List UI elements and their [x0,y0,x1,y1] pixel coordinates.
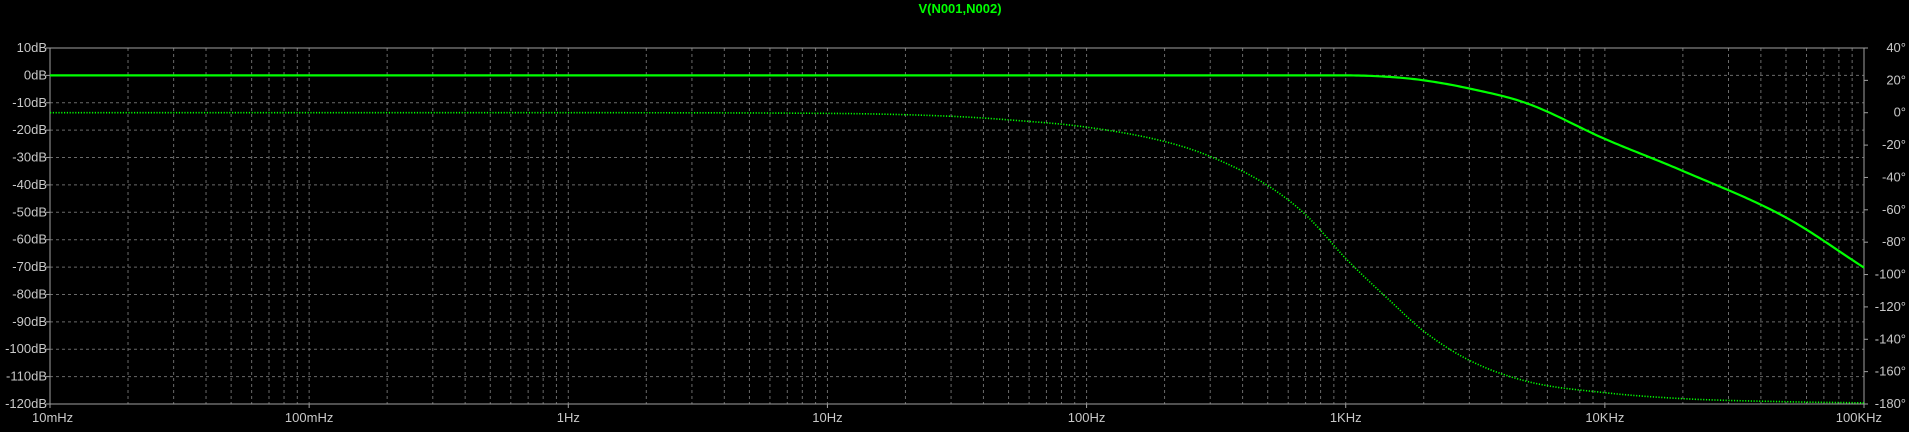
y-tick-label: -120dB [5,396,47,411]
y-tick-label: -90dB [12,314,47,329]
y2-tick-label: 20° [1886,72,1906,87]
x-tick-label: 10mHz [32,410,73,425]
x-axis-ticks: 10mHz 100mHz 1Hz 10Hz 100Hz 1KHz 10KHz 100KHz [32,404,1882,425]
x-tick-label: 100mHz [285,410,333,425]
x-tick-label: 100Hz [1068,410,1106,425]
y2-tick-label: -40° [1882,169,1906,184]
y2-tick-label: -20° [1882,137,1906,152]
y2-tick-label: -120° [1875,299,1906,314]
magnitude-curve [50,74,1865,269]
y-tick-label: 10dB [17,40,47,55]
grid [49,48,1864,404]
y-tick-label: -110dB [6,369,47,384]
y-tick-label: -30dB [12,150,47,165]
y2-tick-label: -80° [1882,234,1906,249]
plot-frame [49,47,1865,405]
phase-curve [50,111,1865,404]
y2-tick-label: 0° [1894,105,1906,120]
y-tick-label: 0dB [24,67,47,82]
y-tick-label: -40dB [12,177,47,192]
x-tick-label: 1KHz [1330,410,1362,425]
y-tick-label: -20dB [12,122,47,137]
x-tick-label: 10Hz [812,410,842,425]
y-tick-label: -100dB [5,341,47,356]
x-tick-label: 10KHz [1585,410,1624,425]
x-tick-label: 1Hz [557,410,580,425]
y-tick-label: -10dB [12,95,47,110]
y2-tick-label: -60° [1882,202,1906,217]
y2-tick-label: -140° [1875,331,1906,346]
x-tick-label: 100KHz [1836,410,1882,425]
y2-axis-ticks: 40° 20° 0° -20° -40° -60° -80° -100° -120° -140° -… [1864,40,1906,411]
y-axis-ticks: 10dB 0dB -10dB -20dB -30dB -40dB -50dB -60dB -70… [5,40,50,411]
y-tick-label: -80dB [12,286,47,301]
y2-tick-label: 40° [1886,40,1906,55]
chart-title: V(N001,N002) [918,1,1001,16]
y2-tick-label: -160° [1875,364,1906,379]
y-tick-label: -50dB [12,204,47,219]
y-tick-label: -60dB [12,232,47,247]
y-tick-label: -70dB [12,259,47,274]
series [50,74,1865,404]
y2-tick-label: -100° [1875,267,1906,282]
y2-tick-label: -180° [1875,396,1906,411]
